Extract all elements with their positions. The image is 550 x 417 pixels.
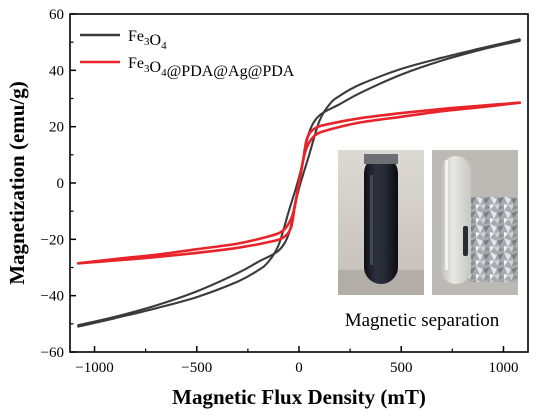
y-tick-label: −40	[41, 289, 64, 305]
inset-right-panel	[432, 150, 518, 295]
magnet-foil	[466, 197, 518, 282]
inset-photo	[338, 150, 518, 295]
x-tick-label: −1000	[75, 360, 113, 376]
hysteresis-curves	[76, 38, 522, 328]
y-tick-label: 0	[57, 176, 65, 192]
y-tick-label: 20	[49, 120, 64, 136]
legend-label-fe3o4-pda-ag-pda: Fe3O4@PDA@Ag@PDA	[128, 55, 295, 80]
y-axis-title: Magnetization (emu/g)	[5, 81, 29, 285]
y-tick-label: −20	[41, 232, 64, 248]
test-tube-dark	[364, 156, 398, 284]
x-tick-label: 0	[295, 360, 303, 376]
inset-caption: Magnetic separation	[345, 310, 500, 331]
series-0-branch-1	[77, 39, 521, 328]
series-0-branch-0	[77, 38, 521, 327]
y-tick-label: 40	[49, 63, 64, 79]
inset-left-panel	[338, 150, 424, 295]
x-tick-label: 500	[390, 360, 413, 376]
x-axis-title: Magnetic Flux Density (mT)	[172, 385, 426, 409]
axis-ticks	[70, 13, 505, 353]
y-tick-label: −60	[41, 345, 64, 361]
series-1-branch-1	[76, 101, 522, 265]
legend-label-fe3o4: Fe3O4	[128, 28, 167, 52]
legend: Fe3O4 Fe3O4@PDA@Ag@PDA	[80, 28, 295, 80]
y-tick-label: 60	[49, 7, 64, 23]
magnetic-particles	[463, 226, 468, 256]
x-tick-label: −500	[181, 360, 212, 376]
x-tick-label: 1000	[488, 360, 518, 376]
axis-tick-labels: −1000 −500 0 500 1000 −60 −40 −20 0 20 40 60	[41, 7, 519, 376]
